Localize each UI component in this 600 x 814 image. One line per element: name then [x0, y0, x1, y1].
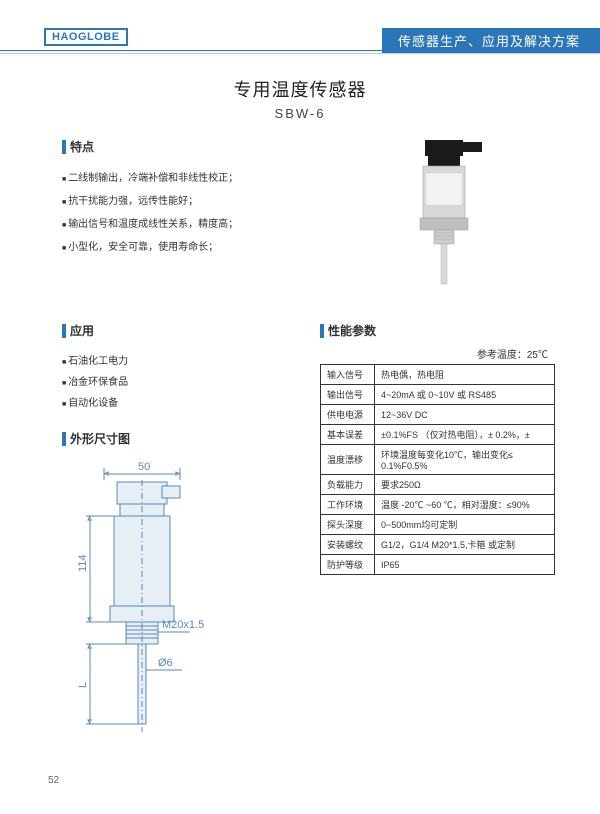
applications-section: 应用 石油化工电力 冶金环保食品 自动化设备 [62, 322, 262, 412]
header-divider [0, 50, 600, 54]
table-row: 输出信号4~20mA 或 0~10V 或 RS485 [321, 385, 555, 405]
specs-table: 输入信号热电偶，热电阻输出信号4~20mA 或 0~10V 或 RS485供电电… [320, 364, 555, 575]
table-row: 温度漂移环境温度每变化10℃，输出变化≤ 0.1%F0.5% [321, 445, 555, 475]
dimensions-heading-text: 外形尺寸图 [70, 430, 130, 447]
dim-height: 114 [77, 554, 89, 572]
dim-probe-dia: Ø6 [158, 657, 173, 669]
title-block: 专用温度传感器 SBW-6 [0, 76, 600, 121]
spec-key: 输入信号 [321, 365, 375, 385]
spec-value: 要求250Ω [375, 475, 555, 495]
table-row: 输入信号热电偶，热电阻 [321, 365, 555, 385]
spec-value: 温度 -20℃ ~60 ℃，相对湿度：≤90% [375, 495, 555, 515]
features-heading: 特点 [62, 138, 302, 155]
list-item: 自动化设备 [62, 391, 262, 412]
dimensions-heading: 外形尺寸图 [62, 430, 130, 447]
table-row: 基本误差±0.1%FS （仅对热电阻），± 0.2%，± [321, 425, 555, 445]
spec-key: 防护等级 [321, 555, 375, 575]
spec-value: 热电偶，热电阻 [375, 365, 555, 385]
features-heading-text: 特点 [70, 138, 94, 155]
spec-key: 温度漂移 [321, 445, 375, 475]
specs-heading: 性能参数 [320, 322, 376, 339]
spec-key: 供电电源 [321, 405, 375, 425]
list-item: 冶金环保食品 [62, 370, 262, 391]
table-row: 安装螺纹G1/2，G1/4 M20*1.5,卡箍 或定制 [321, 535, 555, 555]
applications-heading-text: 应用 [70, 322, 94, 339]
list-item: 输出信号和温度成线性关系，精度高； [62, 211, 302, 234]
list-item: 小型化，安全可靠，使用寿命长； [62, 234, 302, 257]
dim-width: 50 [138, 461, 150, 473]
table-row: 负载能力要求250Ω [321, 475, 555, 495]
logo: HAOGLOBE [44, 28, 128, 46]
applications-list: 石油化工电力 冶金环保食品 自动化设备 [62, 349, 262, 412]
spec-value: 环境温度每变化10℃，输出变化≤ 0.1%F0.5% [375, 445, 555, 475]
spec-value: 4~20mA 或 0~10V 或 RS485 [375, 385, 555, 405]
heading-bar-icon [62, 140, 66, 154]
table-row: 供电电源12~36V DC [321, 405, 555, 425]
heading-bar-icon [62, 432, 66, 446]
specs-heading-text: 性能参数 [328, 322, 376, 339]
heading-bar-icon [320, 324, 324, 338]
spec-value: 12~36V DC [375, 405, 555, 425]
ref-temperature: 参考温度：25℃ [477, 346, 548, 361]
dim-probe-len: L [77, 682, 89, 688]
heading-bar-icon [62, 324, 66, 338]
spec-value: G1/2，G1/4 M20*1.5,卡箍 或定制 [375, 535, 555, 555]
spec-key: 基本误差 [321, 425, 375, 445]
features-list: 二线制输出，冷端补偿和非线性校正； 抗干扰能力强，远传性能好； 输出信号和温度成… [62, 165, 302, 257]
title-sub: SBW-6 [0, 106, 600, 121]
table-row: 工作环境温度 -20℃ ~60 ℃，相对湿度：≤90% [321, 495, 555, 515]
spec-key: 工作环境 [321, 495, 375, 515]
page-number: 52 [48, 775, 59, 786]
spec-value: 0~500mm均可定制 [375, 515, 555, 535]
spec-key: 安装螺纹 [321, 535, 375, 555]
list-item: 抗干扰能力强，远传性能好； [62, 188, 302, 211]
applications-heading: 应用 [62, 322, 262, 339]
table-row: 防护等级IP65 [321, 555, 555, 575]
spec-value: ±0.1%FS （仅对热电阻），± 0.2%，± [375, 425, 555, 445]
spec-value: IP65 [375, 555, 555, 575]
title-main: 专用温度传感器 [0, 76, 600, 102]
spec-key: 探头深度 [321, 515, 375, 535]
header: HAOGLOBE 传感器生产、应用及解决方案 [0, 28, 600, 50]
list-item: 二线制输出，冷端补偿和非线性校正； [62, 165, 302, 188]
table-row: 探头深度0~500mm均可定制 [321, 515, 555, 535]
dim-thread: M20x1.5 [162, 619, 204, 631]
spec-key: 输出信号 [321, 385, 375, 405]
spec-key: 负载能力 [321, 475, 375, 495]
dimensions-diagram: 50 114 M20x1.5 Ø6 [62, 460, 242, 750]
features-section: 特点 二线制输出，冷端补偿和非线性校正； 抗干扰能力强，远传性能好； 输出信号和… [62, 138, 302, 257]
product-image [390, 138, 500, 288]
list-item: 石油化工电力 [62, 349, 262, 370]
